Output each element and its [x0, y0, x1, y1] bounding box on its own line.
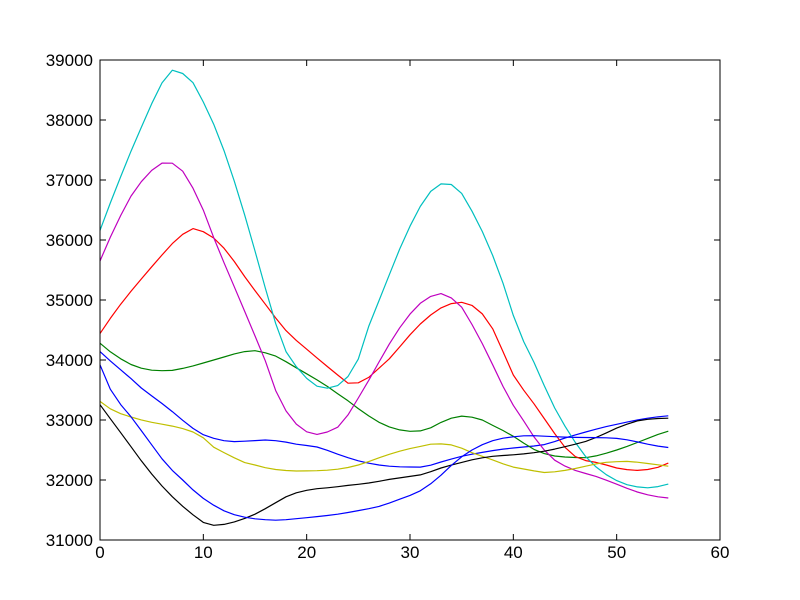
svg-text:0: 0 — [95, 543, 104, 562]
svg-text:32000: 32000 — [46, 471, 93, 490]
svg-text:20: 20 — [297, 543, 316, 562]
svg-text:31000: 31000 — [46, 531, 93, 550]
svg-text:36000: 36000 — [46, 231, 93, 250]
svg-text:33000: 33000 — [46, 411, 93, 430]
svg-text:10: 10 — [194, 543, 213, 562]
svg-text:35000: 35000 — [46, 291, 93, 310]
svg-text:40: 40 — [504, 543, 523, 562]
svg-text:37000: 37000 — [46, 171, 93, 190]
svg-text:39000: 39000 — [46, 51, 93, 70]
svg-text:34000: 34000 — [46, 351, 93, 370]
svg-text:38000: 38000 — [46, 111, 93, 130]
svg-text:60: 60 — [711, 543, 730, 562]
svg-text:30: 30 — [401, 543, 420, 562]
svg-text:50: 50 — [607, 543, 626, 562]
